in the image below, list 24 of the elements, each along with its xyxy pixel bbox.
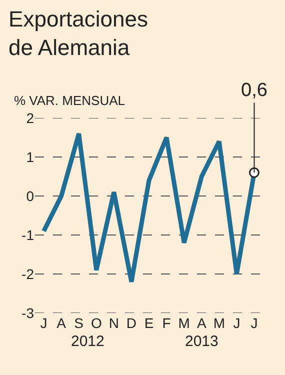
x-tick-label: S [74,315,84,331]
text: 2012 [71,333,104,350]
x-tick-label: E [144,315,154,331]
x-tick-label: F [162,315,171,331]
annotation: 0,6 [241,80,268,101]
x-tick-label: M [178,315,190,331]
y-axis-title: % VAR. MENSUAL [14,93,126,108]
x-tick-label: A [196,315,207,331]
y-tick-label: 1 [26,148,34,165]
x-tick-label: O [90,315,102,331]
x-tick-label: J [250,315,258,331]
x-tick-label: M [213,315,225,331]
y-tick-label: -1 [22,226,34,243]
chart-title: Exportaciones de Alemania [8,6,148,60]
text: 2013 [185,333,218,350]
y-tick-label: 0 [26,188,34,204]
x-tick-label: D [126,315,137,331]
y-tick-label: -3 [22,304,34,321]
x-tick-label: J [40,315,48,331]
y-tick-label: -2 [22,266,34,282]
y-tick-label: 2 [26,110,34,126]
x-tick-label: J [233,315,240,331]
x-tick-label: N [108,315,119,331]
x-tick-label: A [56,315,67,331]
